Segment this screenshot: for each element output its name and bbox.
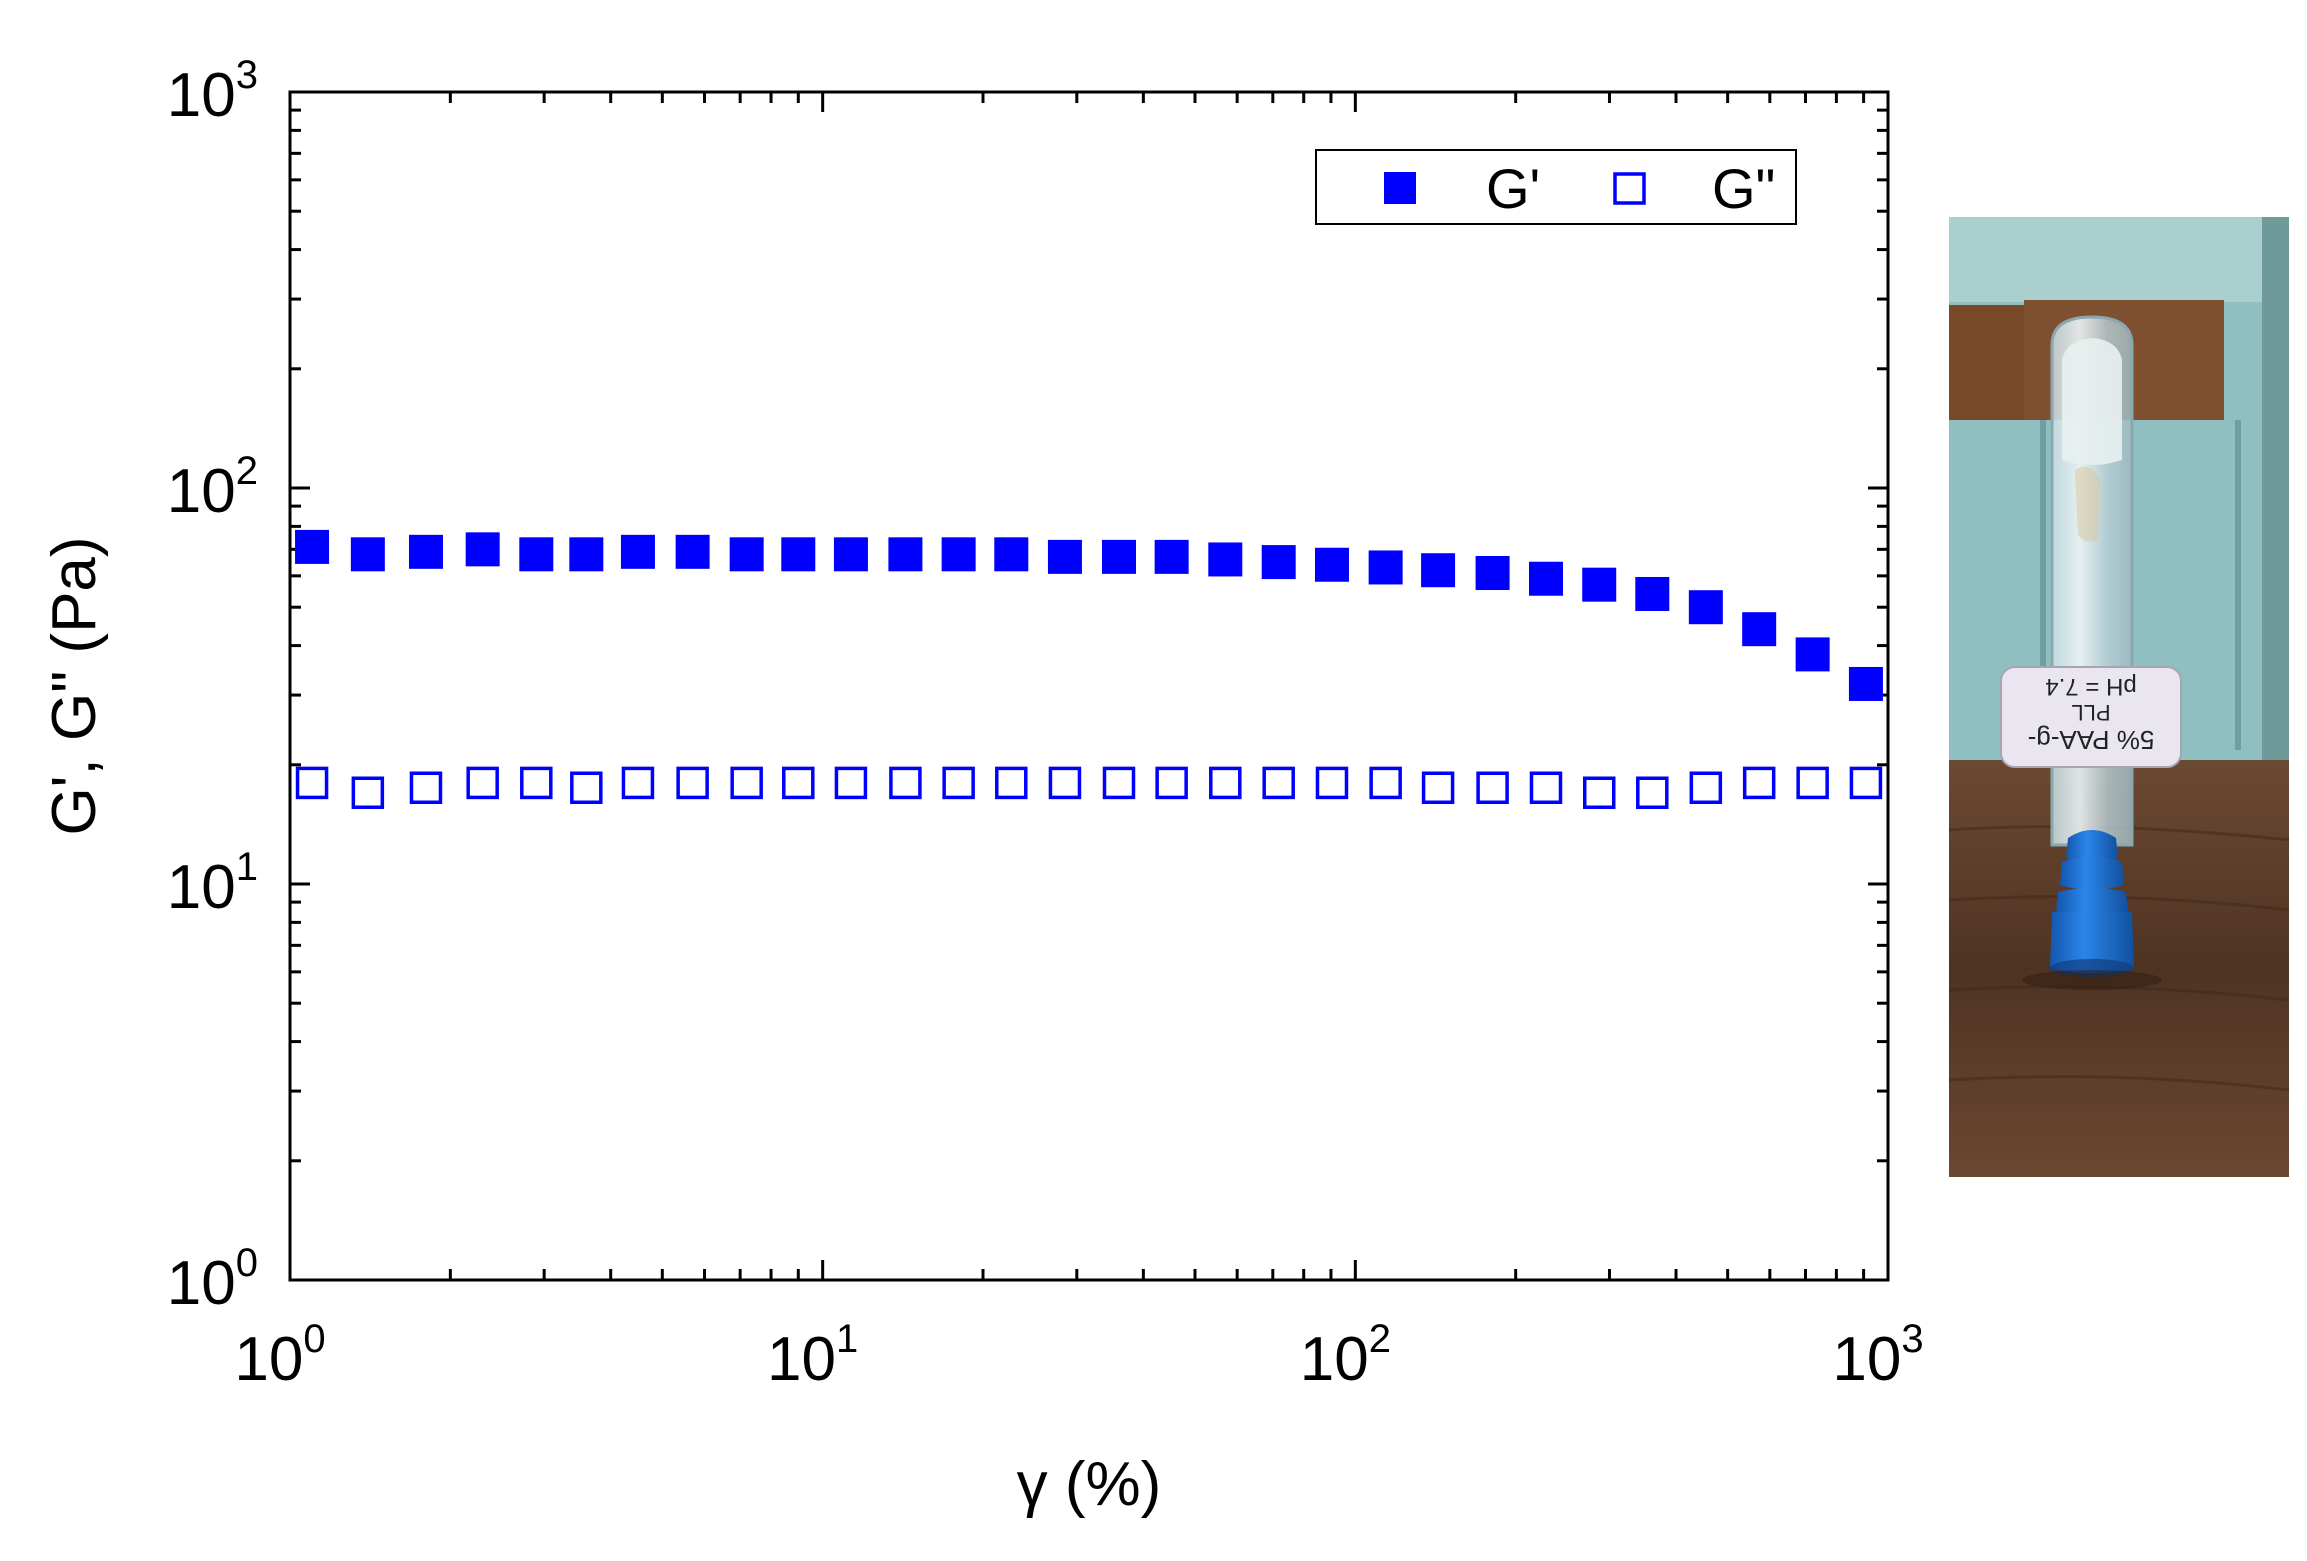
series-g-prime <box>295 529 1883 701</box>
x-tick-label: 103 <box>1832 1317 1923 1394</box>
g-double-prime-point <box>1369 766 1402 800</box>
g-prime-point <box>1261 545 1296 580</box>
g-double-prime-point <box>466 766 499 800</box>
g-double-prime-point <box>1102 766 1136 800</box>
g-prime-point <box>408 534 443 569</box>
g-double-prime-point <box>1796 766 1829 800</box>
y-tick-label: 103 <box>167 53 258 130</box>
photo-window-frame <box>2040 420 2046 750</box>
photo-label-line-1: 5% PAA-g- <box>2028 725 2155 755</box>
g-double-prime-point <box>834 766 868 800</box>
photo-gel-debris <box>2075 466 2100 542</box>
g-double-prime-point <box>1421 771 1455 805</box>
g-double-prime-point <box>676 766 709 800</box>
g-double-prime-point <box>942 766 975 800</box>
x-axis-title: γ (%) <box>1017 1450 1162 1519</box>
g-double-prime-point <box>730 766 763 800</box>
y-tick-label: 100 <box>167 1241 258 1318</box>
g-prime-point <box>888 537 923 572</box>
g-double-prime-point <box>1689 771 1723 805</box>
g-prime-point <box>941 537 976 572</box>
g-prime-point <box>1368 550 1403 585</box>
g-double-prime-point <box>782 766 815 800</box>
g-prime-point <box>465 532 500 567</box>
g-prime-point <box>1528 561 1563 596</box>
g-prime-point <box>994 537 1029 572</box>
g-double-prime-point <box>1742 766 1776 800</box>
g-double-prime-point <box>1262 766 1295 800</box>
photo-label-line-3: pH = 7.4 <box>2045 673 2136 700</box>
g-prime-point <box>1208 542 1243 577</box>
g-double-prime-point <box>295 766 329 800</box>
g-prime-point <box>1475 556 1510 591</box>
g-double-prime-point <box>1849 766 1883 800</box>
plot-frame <box>288 90 1890 1282</box>
g-prime-point <box>1742 612 1777 647</box>
g-prime-point <box>295 529 330 564</box>
g-prime-point <box>1635 576 1670 611</box>
legend: G' G" <box>1315 149 1797 225</box>
g-double-prime-point <box>1155 766 1188 800</box>
g-double-prime-point <box>520 766 553 800</box>
g-prime-point <box>1047 539 1082 574</box>
g-double-prime-point <box>1529 771 1563 805</box>
g-double-prime-point <box>995 766 1028 800</box>
y-tick-labels: 100 101 102 103 <box>167 53 258 1318</box>
g-prime-point <box>781 537 816 572</box>
g-double-prime-point <box>1582 776 1616 809</box>
g-prime-point <box>1101 539 1136 574</box>
g-double-prime-point <box>1209 766 1242 800</box>
photo-wall-light <box>1949 217 2289 302</box>
legend-marker-g-double-prime <box>1613 172 1646 205</box>
photo-label-line-2: PLL <box>2071 700 2110 725</box>
x-tick-label: 100 <box>234 1317 325 1394</box>
x-tick-label: 102 <box>1300 1317 1391 1394</box>
photo-right-edge <box>2262 217 2289 777</box>
g-prime-point <box>675 534 710 569</box>
photo-gel <box>2062 338 2122 465</box>
series-g-double-prime <box>295 766 1883 809</box>
g-prime-point <box>833 537 868 572</box>
y-tick-label: 102 <box>167 449 258 526</box>
gel-vial-photo: 5% PAA-g- PLL pH = 7.4 <box>1948 217 2290 1177</box>
g-prime-point <box>1848 666 1883 701</box>
photo-tube-cap <box>2050 830 2134 977</box>
legend-label-g-double-prime: G" <box>1712 157 1775 220</box>
legend-marker-g-prime <box>1384 172 1416 204</box>
g-prime-point <box>519 537 554 572</box>
y-axis-title: G', G" (Pa) <box>40 536 109 835</box>
g-double-prime-point <box>621 766 655 800</box>
x-tick-label: 101 <box>767 1317 858 1394</box>
y-tick-label: 101 <box>167 845 258 922</box>
photo-window-frame-right <box>2235 420 2241 750</box>
g-prime-point <box>1314 547 1349 582</box>
g-prime-point <box>620 534 655 569</box>
g-prime-point <box>1688 590 1723 625</box>
g-double-prime-point <box>570 771 603 805</box>
strain-sweep-chart: 100 101 102 103 100 101 102 103 γ (%) G', G" (… <box>40 53 1924 1519</box>
g-prime-point <box>569 537 604 572</box>
photo-tube-label: 5% PAA-g- PLL pH = 7.4 <box>2000 666 2182 768</box>
g-double-prime-point <box>1636 776 1669 809</box>
g-prime-point <box>1421 553 1456 588</box>
g-double-prime-point <box>351 776 385 809</box>
g-double-prime-point <box>1476 771 1509 805</box>
photo-wood-panel-left <box>1949 305 2024 420</box>
g-prime-point <box>350 537 385 572</box>
minor-ticks <box>288 92 1888 1282</box>
legend-label-g-prime: G' <box>1486 157 1540 220</box>
g-double-prime-point <box>1315 766 1349 800</box>
photo-shadow <box>2022 970 2162 990</box>
g-double-prime-point <box>889 766 922 800</box>
g-prime-point <box>1795 637 1830 672</box>
g-prime-point <box>1154 539 1189 574</box>
g-double-prime-point <box>1048 766 1082 800</box>
g-prime-point <box>729 537 764 572</box>
x-tick-labels: 100 101 102 103 <box>234 1317 1923 1394</box>
g-prime-point <box>1582 567 1617 602</box>
g-double-prime-point <box>409 771 443 805</box>
